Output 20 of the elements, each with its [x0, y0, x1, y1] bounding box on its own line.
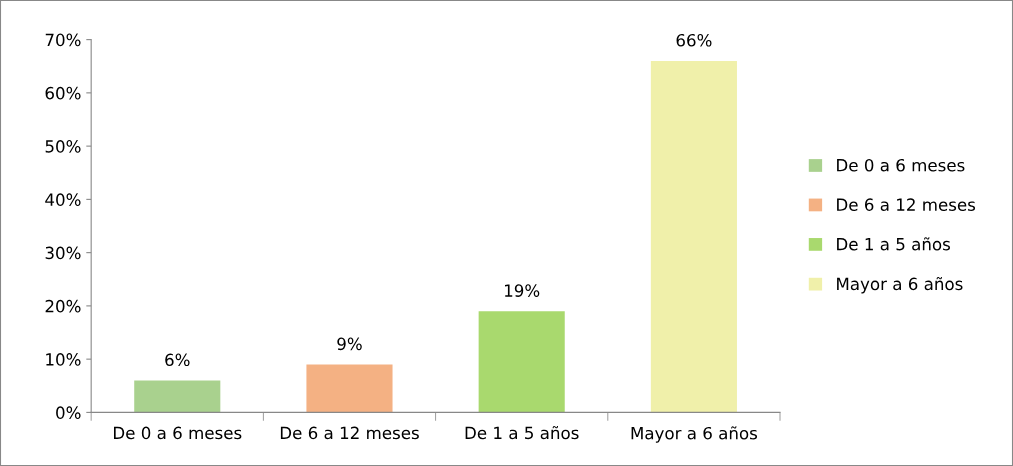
- legend-label: De 0 a 6 meses: [837, 158, 965, 172]
- y-tick-label: 10%: [46, 353, 81, 366]
- data-label: 6%: [165, 353, 190, 367]
- x-tick-label: De 6 a 12 meses: [280, 426, 419, 440]
- x-tick-label: De 0 a 6 meses: [114, 426, 242, 440]
- y-tick-label: 40%: [45, 193, 81, 206]
- x-tick-label: Mayor a 6 años: [631, 426, 758, 443]
- y-tick-label: 60%: [45, 86, 81, 100]
- data-label: 66%: [676, 33, 712, 47]
- y-tick-label: 0%: [56, 406, 81, 419]
- x-tick-label: De 1 a 5 años: [465, 426, 579, 440]
- legend-label: Mayor a 6 años: [837, 277, 963, 294]
- data-label: 9%: [337, 337, 362, 351]
- legend-label: De 1 a 5 años: [837, 237, 950, 251]
- legend-label: De 6 a 12 meses: [837, 198, 976, 211]
- y-tick-label: 20%: [45, 299, 81, 313]
- y-tick-label: 30%: [45, 246, 81, 260]
- y-tick-label: 50%: [45, 140, 81, 153]
- y-tick-label: 70%: [45, 33, 81, 47]
- data-label: 19%: [505, 284, 540, 297]
